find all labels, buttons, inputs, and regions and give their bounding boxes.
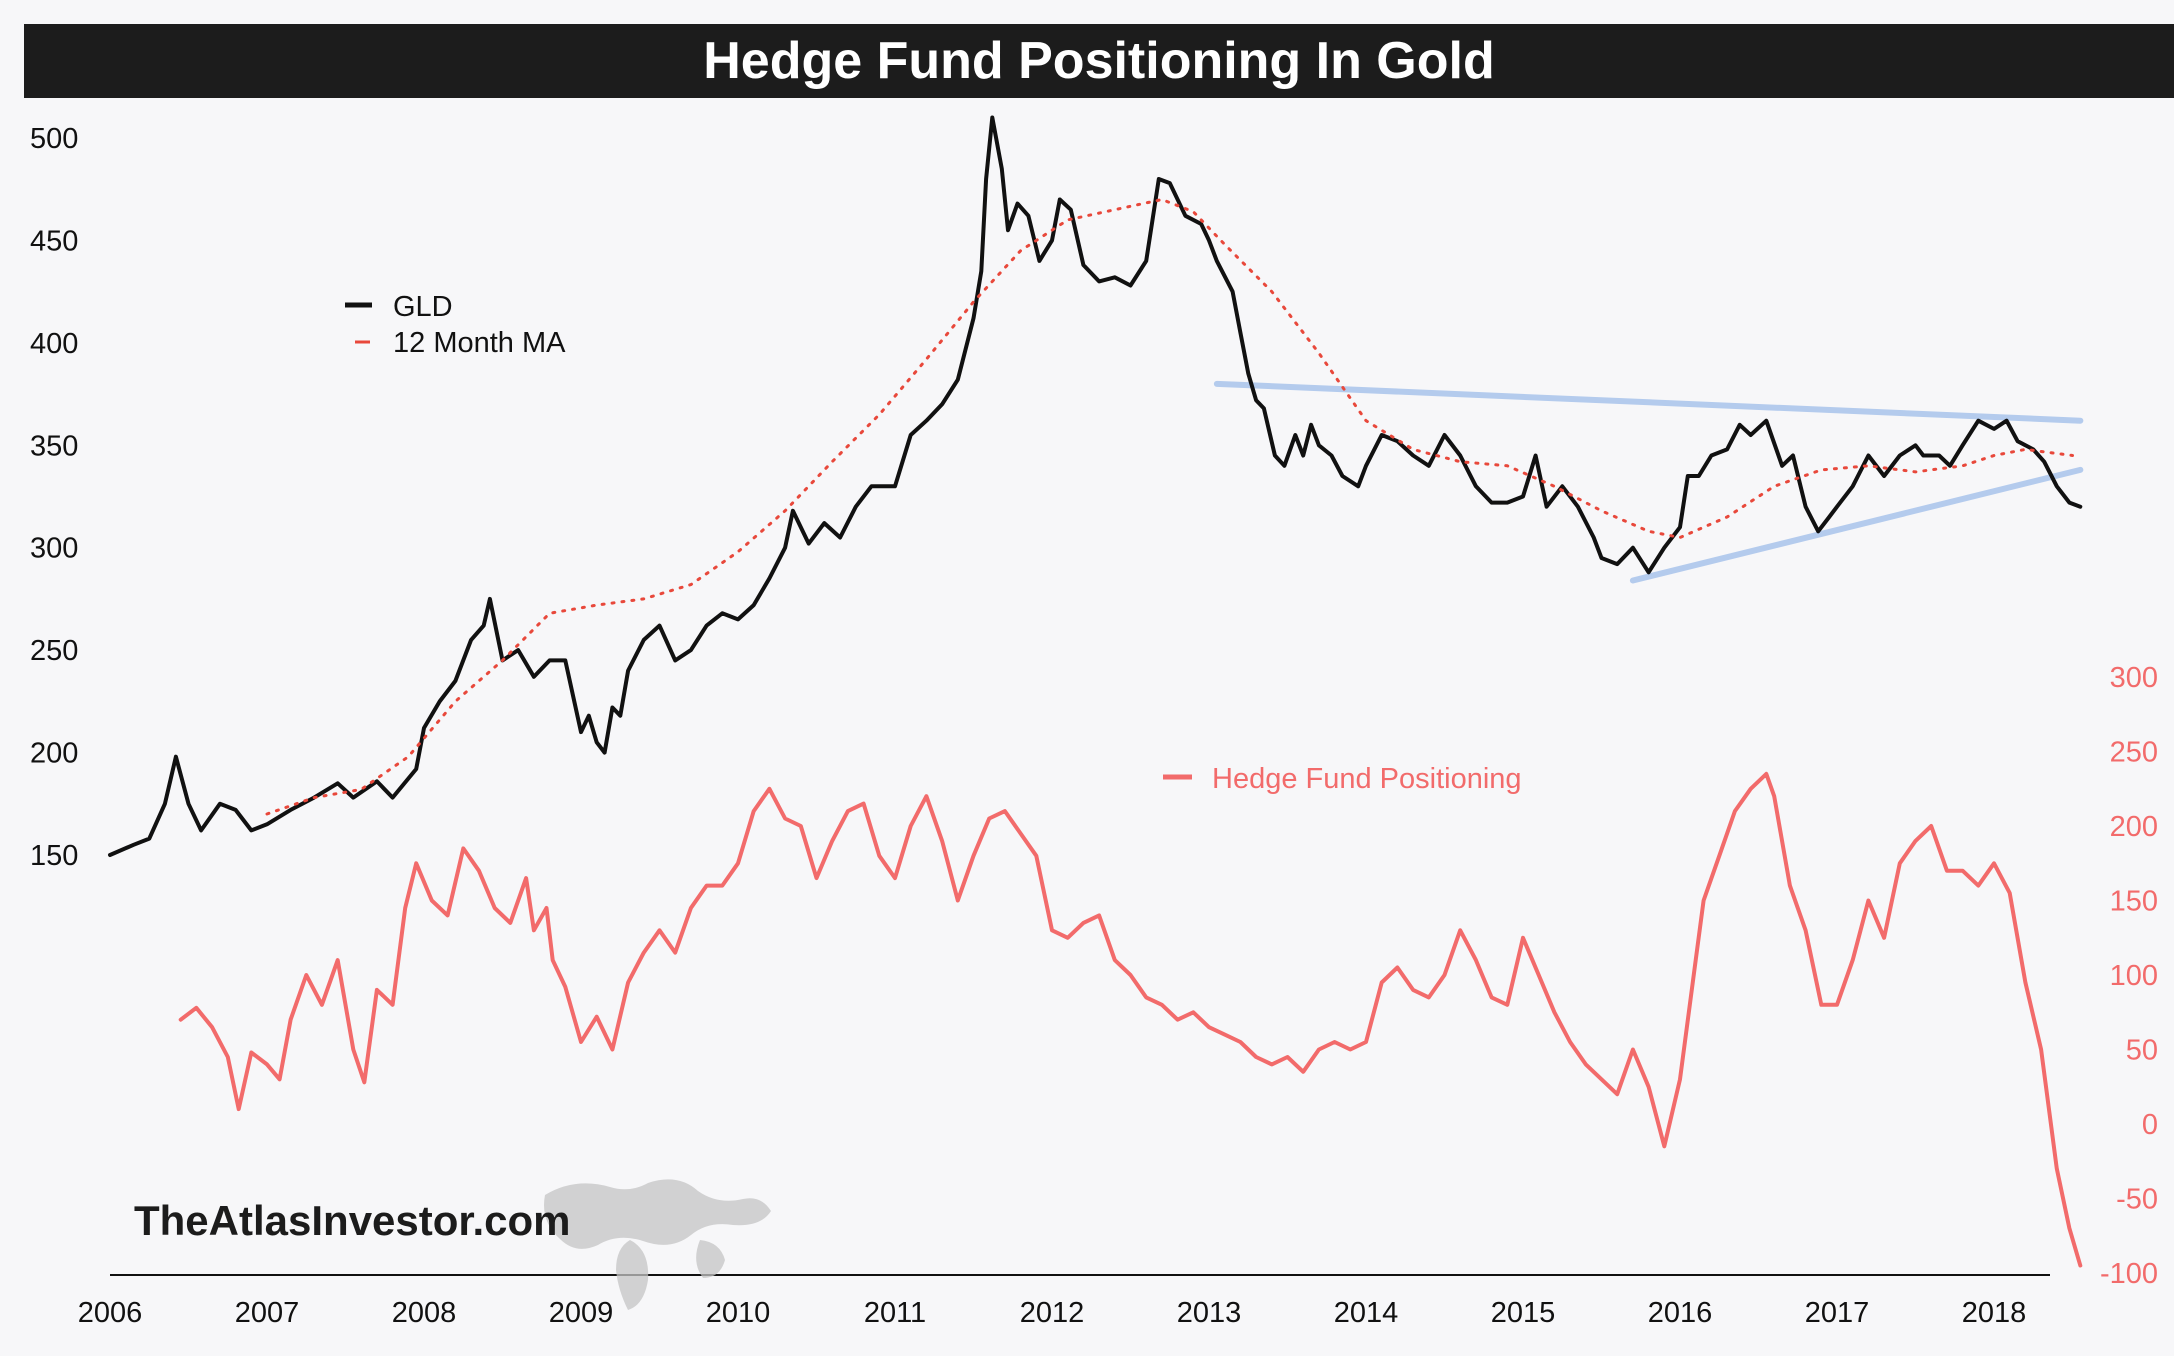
right-tick-label: -50 xyxy=(2116,1184,2158,1216)
right-tick-label: 150 xyxy=(2110,886,2158,918)
right-tick-label: 300 xyxy=(2110,662,2158,694)
right-tick-label: 0 xyxy=(2142,1109,2158,1141)
legend-label-gld: GLD xyxy=(393,291,453,323)
left-tick-label: 300 xyxy=(30,533,78,565)
x-tick-label: 2009 xyxy=(549,1297,614,1329)
right-tick-label: 100 xyxy=(2110,960,2158,992)
x-tick-label: 2011 xyxy=(864,1297,926,1329)
left-tick-label: 200 xyxy=(30,738,78,770)
left-tick-label: 250 xyxy=(30,635,78,667)
left-tick-label: 150 xyxy=(30,840,78,872)
x-tick-label: 2010 xyxy=(706,1297,771,1329)
x-tick-label: 2014 xyxy=(1334,1297,1399,1329)
world-map-icon xyxy=(544,1179,771,1310)
x-tick-label: 2006 xyxy=(78,1297,143,1329)
right-tick-label: 50 xyxy=(2126,1035,2158,1067)
x-tick-label: 2013 xyxy=(1177,1297,1242,1329)
right-tick-label: 250 xyxy=(2110,737,2158,769)
left-tick-label: 350 xyxy=(30,430,78,462)
x-tick-label: 2015 xyxy=(1491,1297,1556,1329)
left-tick-label: 450 xyxy=(30,225,78,257)
right-tick-label: -100 xyxy=(2100,1258,2158,1290)
legend-label-hf: Hedge Fund Positioning xyxy=(1212,763,1522,795)
x-tick-label: 2008 xyxy=(392,1297,457,1329)
x-tick-label: 2012 xyxy=(1020,1297,1085,1329)
legend-label-ma: 12 Month MA xyxy=(393,327,566,359)
watermark-text: TheAtlasInvestor.com xyxy=(134,1197,571,1244)
left-tick-label: 400 xyxy=(30,328,78,360)
series-12-month-ma xyxy=(265,198,2074,816)
series-hedge-fund-positioning xyxy=(178,771,2083,1268)
right-tick-label: 200 xyxy=(2110,811,2158,843)
x-tick-label: 2016 xyxy=(1648,1297,1713,1329)
x-tick-label: 2007 xyxy=(235,1297,300,1329)
trend-line-upper xyxy=(1213,380,2084,424)
x-tick-label: 2017 xyxy=(1805,1297,1870,1329)
left-tick-label: 500 xyxy=(30,123,78,155)
series-gld xyxy=(108,115,2083,857)
x-tick-label: 2018 xyxy=(1962,1297,2027,1329)
trend-line-lower xyxy=(1629,466,2084,584)
chart-title: Hedge Fund Positioning In Gold xyxy=(24,24,2174,98)
